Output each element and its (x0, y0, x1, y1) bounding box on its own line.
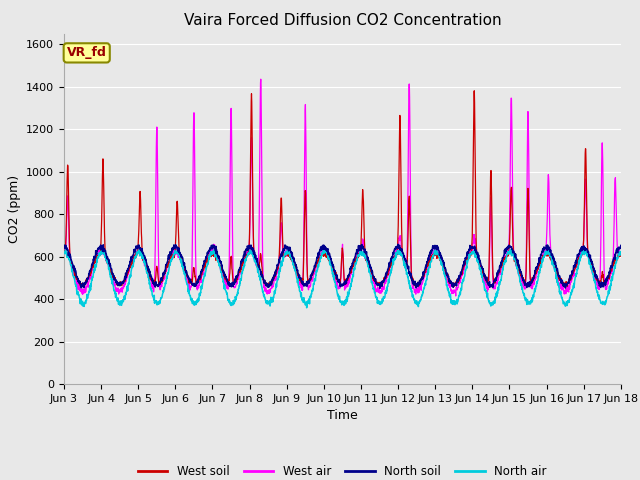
Title: Vaira Forced Diffusion CO2 Concentration: Vaira Forced Diffusion CO2 Concentration (184, 13, 501, 28)
Text: VR_fd: VR_fd (67, 47, 107, 60)
Legend: West soil, West air, North soil, North air: West soil, West air, North soil, North a… (133, 461, 552, 480)
X-axis label: Time: Time (327, 409, 358, 422)
Y-axis label: CO2 (ppm): CO2 (ppm) (8, 175, 20, 243)
